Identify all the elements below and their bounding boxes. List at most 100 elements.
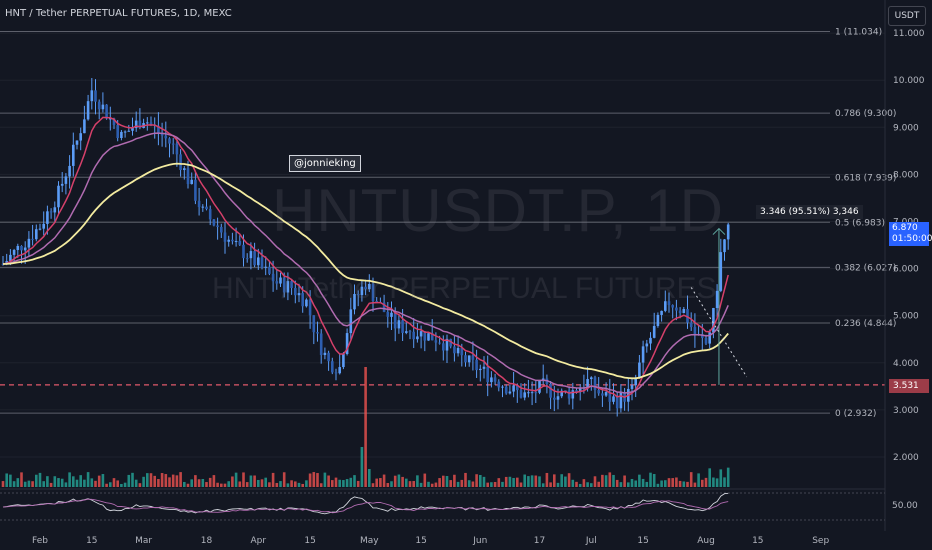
candle-body: [20, 245, 23, 251]
candle-body: [12, 249, 16, 255]
volume-bar: [405, 478, 408, 487]
candle-body: [319, 333, 323, 356]
volume-bar: [697, 473, 700, 487]
volume-bar: [260, 479, 264, 487]
candle-body: [138, 120, 142, 128]
candle-body: [519, 390, 523, 398]
currency-button[interactable]: USDT: [888, 6, 926, 26]
volume-bar: [516, 477, 519, 487]
candle-body: [290, 281, 293, 289]
volume-bar: [427, 481, 430, 487]
candle-body: [464, 355, 467, 363]
candle-body: [671, 305, 674, 308]
oscillator-pane: [0, 488, 885, 521]
candle-body: [512, 385, 515, 392]
volume-bar: [142, 476, 145, 487]
candle-body: [504, 386, 508, 394]
candle-body: [368, 284, 371, 290]
candle-body: [675, 307, 678, 311]
volume-bar: [704, 477, 708, 487]
volume-bar: [201, 478, 205, 487]
candle-body: [253, 251, 256, 266]
candle-body: [593, 377, 597, 391]
volume-bar: [164, 474, 168, 487]
candle-body: [490, 377, 493, 383]
volume-bar: [493, 482, 497, 487]
price-tick: 10.000: [893, 76, 925, 86]
volume-bar: [264, 477, 267, 487]
volume-bar: [46, 476, 49, 487]
drawings[interactable]: [690, 227, 748, 385]
volume-bar: [72, 476, 75, 487]
candle-body: [649, 337, 652, 344]
volume-bar: [423, 473, 427, 487]
volume-bar: [127, 474, 131, 487]
candle-body: [105, 104, 108, 119]
candle-body: [419, 331, 423, 337]
volume-bar: [131, 472, 134, 487]
volume-bar: [497, 478, 501, 487]
price-tick: 11.000: [893, 29, 925, 39]
volume-bar: [212, 475, 216, 487]
candle-body: [109, 118, 112, 120]
candle-body: [301, 293, 304, 307]
oscillator-line: [2, 492, 729, 515]
candle-body: [534, 392, 538, 394]
volume-bar: [138, 483, 142, 487]
volume-bar: [60, 478, 64, 487]
volume-bar: [42, 481, 45, 487]
volume-bar: [397, 474, 401, 487]
volume-bar: [604, 475, 608, 487]
candle-body: [23, 247, 27, 251]
volume-bar: [667, 478, 671, 487]
volume-bar: [356, 480, 360, 487]
volume-bar: [501, 481, 504, 487]
volume-bar: [538, 476, 541, 487]
volume-bar: [508, 476, 512, 487]
candle-body: [604, 392, 608, 396]
candle-body: [460, 348, 464, 356]
volume-bar: [183, 481, 186, 487]
time-tick: Jul: [585, 536, 597, 546]
candle-body: [72, 144, 75, 166]
candle-body: [46, 211, 49, 224]
volume-bar: [375, 478, 378, 487]
candle-body: [168, 138, 171, 144]
volume-bar: [316, 473, 319, 487]
candle-body: [712, 308, 715, 333]
candle-body: [656, 314, 660, 326]
candle-body: [242, 244, 245, 259]
time-tick: Apr: [251, 536, 267, 546]
volume-bar: [401, 476, 404, 487]
candle-body: [220, 226, 223, 233]
volume-bar: [364, 367, 367, 487]
volume-bar: [305, 480, 308, 487]
candle-body: [234, 241, 238, 243]
volume-bar: [216, 482, 219, 487]
volume-bar: [486, 482, 489, 487]
volume-bar: [175, 475, 179, 487]
volume-bar: [308, 473, 312, 487]
candle-body: [83, 119, 86, 134]
fib-label: 1 (11.034): [835, 27, 882, 37]
volume-bar: [64, 482, 68, 487]
candle-body: [689, 322, 693, 328]
volume-bar: [445, 476, 449, 487]
volume-bar: [590, 483, 593, 487]
ema-fast: [2, 116, 729, 399]
volume-bar: [68, 472, 71, 487]
time-tick: 15: [86, 536, 97, 546]
volume-bar: [90, 478, 94, 487]
candle-body: [35, 229, 38, 240]
oscillator-level-label: 50.00: [892, 501, 918, 511]
candle-body: [538, 380, 541, 393]
candle-body: [523, 392, 526, 398]
volume-bar: [390, 481, 393, 487]
candle-body: [131, 128, 134, 131]
volume-bar: [482, 476, 486, 487]
volume-bar: [545, 472, 549, 487]
candle-body: [634, 377, 637, 386]
candle-body: [726, 224, 730, 240]
volume-bar: [719, 469, 723, 487]
